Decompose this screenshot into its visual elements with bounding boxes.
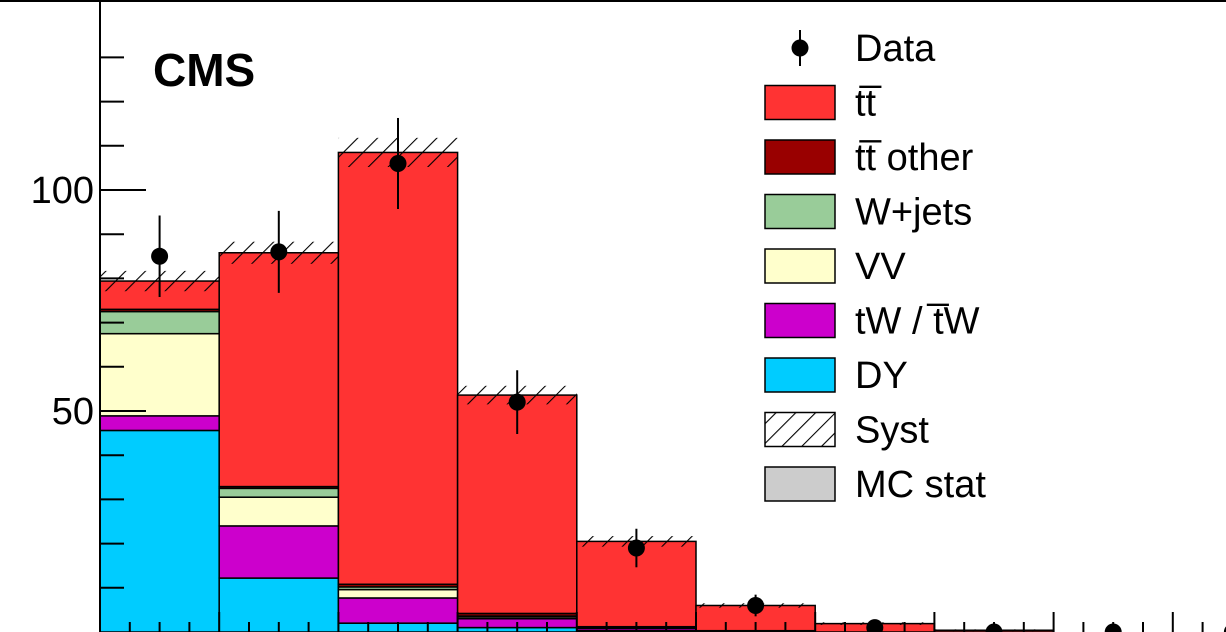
data-point-2 <box>389 154 407 172</box>
legend-label-3: W+jets <box>855 192 972 234</box>
legend-item-2: tt̅ other <box>764 137 974 179</box>
legend-item-3: W+jets <box>764 192 972 234</box>
legend-item-0: Data <box>791 28 936 70</box>
legend-swatch-2 <box>764 139 836 175</box>
bar-dy-bin-0 <box>99 429 220 632</box>
data-point-4 <box>627 539 645 557</box>
data-points <box>151 117 1226 632</box>
bar-twtw-bin-1 <box>218 525 340 579</box>
legend-item-1: tt̅ <box>764 83 882 125</box>
y-tick-label-100: 100 <box>31 170 94 212</box>
data-point-1 <box>270 243 288 261</box>
legend-item-8: MC stat <box>764 464 986 506</box>
legend-label-4: VV <box>855 246 906 288</box>
legend-item-7: Syst <box>764 410 929 452</box>
legend-swatch-5 <box>764 302 836 339</box>
legend: Data tt̅ tt̅ other W+jets VV tW / t̅W DY Syst MC… <box>764 28 986 506</box>
legend-label-5: tW / t̅W <box>855 301 980 343</box>
legend-swatch-8 <box>764 466 836 502</box>
legend-swatch-3 <box>764 193 836 230</box>
bar-vv-bin-1 <box>218 496 340 527</box>
bar-tt-bin-2 <box>337 151 459 586</box>
legend-label-6: DY <box>855 355 908 397</box>
bar-wjets-bin-1 <box>218 487 340 498</box>
y-tick-label-50: 50 <box>52 391 94 433</box>
legend-item-5: tW / t̅W <box>764 301 980 343</box>
data-point-9 <box>1223 626 1226 632</box>
bar-vv-bin-0 <box>99 332 220 417</box>
legend-label-1: tt̅ <box>855 83 882 125</box>
legend-label-8: MC stat <box>855 464 986 506</box>
legend-swatch-6 <box>764 357 836 393</box>
legend-label-0: Data <box>855 28 936 70</box>
legend-label-2: tt̅ other <box>855 137 974 179</box>
bar-vv-bin-2 <box>337 588 459 599</box>
bar-twtw-bin-2 <box>337 597 459 624</box>
legend-label-7: Syst <box>855 410 929 452</box>
legend-swatch-1 <box>764 84 836 121</box>
legend-swatch-4 <box>764 248 836 284</box>
bar-twtw-bin-0 <box>99 415 220 432</box>
legend-syst-swatch <box>764 411 836 448</box>
data-point-0 <box>151 247 169 265</box>
cms-label: CMS <box>153 44 255 96</box>
data-point-3 <box>508 393 526 411</box>
data-point-5 <box>747 596 765 614</box>
legend-data-marker <box>791 39 809 57</box>
legend-item-6: DY <box>764 355 908 397</box>
legend-item-4: VV <box>764 246 906 288</box>
